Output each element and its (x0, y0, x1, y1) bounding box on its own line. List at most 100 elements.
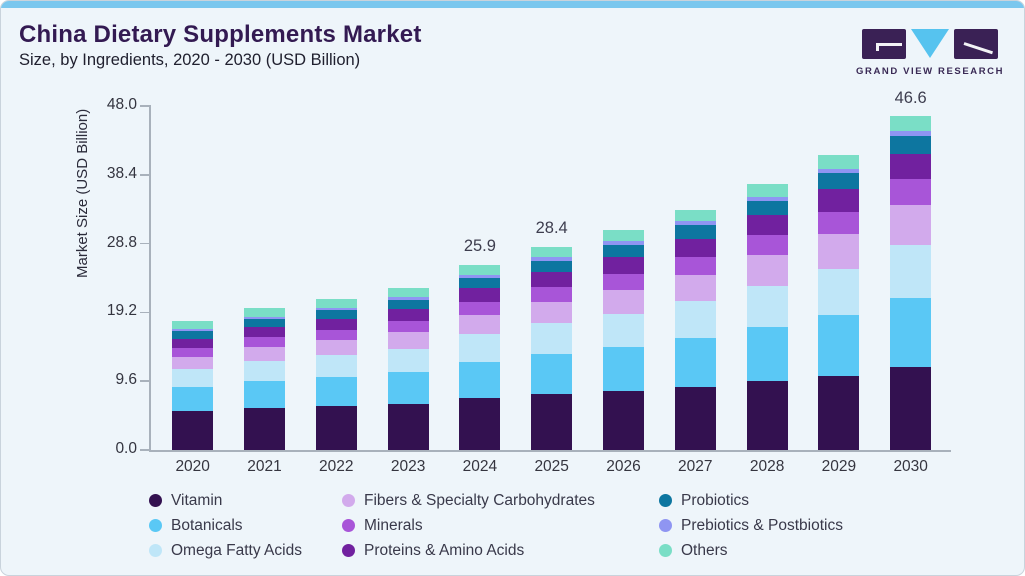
bar-segment-others (531, 246, 573, 258)
logo-g-block-icon (862, 29, 906, 59)
y-axis-tick (140, 380, 150, 382)
bar-segment-minerals (387, 321, 429, 333)
bar-segment-fibers-specialty-carbohydrates (818, 234, 860, 269)
bar-segment-fibers-specialty-carbohydrates (746, 255, 788, 286)
y-axis-tick (140, 449, 150, 451)
bar-total-label-2025: 28.4 (535, 219, 568, 238)
y-axis-title: Market Size (USD Billion) (74, 108, 91, 278)
page-title: China Dietary Supplements Market (19, 21, 422, 48)
bar-segment-probiotics (531, 260, 573, 273)
legend-item-probiotics: Probiotics (659, 488, 843, 513)
bar-segment-prebiotics-postbiotics (315, 307, 357, 311)
x-axis-label-2025: 2025 (534, 458, 569, 475)
legend-label: Omega Fatty Acids (171, 541, 302, 559)
bar-segment-others (603, 230, 644, 242)
bar-segment-others (315, 298, 357, 308)
stacked-bar-2030 (890, 116, 932, 450)
bar-segment-proteins-amino-acids (531, 272, 573, 287)
bar-segment-prebiotics-postbiotics (459, 274, 501, 278)
bar-segment-botanicals (890, 298, 932, 368)
bar-segment-probiotics (674, 225, 716, 239)
bar-segment-minerals (603, 273, 644, 290)
bar-segment-probiotics (818, 173, 860, 190)
x-axis-label-2029: 2029 (821, 458, 857, 475)
bar-segment-fibers-specialty-carbohydrates (459, 315, 501, 335)
bar-segment-proteins-amino-acids (459, 288, 501, 302)
legend-swatch-icon (342, 544, 355, 557)
bar-segment-omega-fatty-acids (531, 323, 573, 354)
grand-view-research-logo: GRAND VIEW RESEARCH (856, 29, 1004, 77)
x-axis-label-2026: 2026 (606, 458, 641, 475)
legend-item-omega-fatty-acids: Omega Fatty Acids (149, 538, 302, 563)
y-axis-tick-label: 48.0 (106, 96, 137, 113)
bar-segment-omega-fatty-acids (603, 313, 644, 348)
legend-swatch-icon (659, 519, 672, 532)
bar-segment-botanicals (674, 338, 716, 387)
bar-segment-omega-fatty-acids (315, 355, 357, 378)
x-axis-label-2028: 2028 (749, 458, 785, 475)
bar-segment-botanicals (746, 327, 788, 382)
bar-segment-proteins-amino-acids (244, 327, 285, 338)
bar-segment-botanicals (387, 372, 429, 404)
bar-segment-omega-fatty-acids (746, 285, 788, 328)
bar-segment-minerals (172, 347, 214, 357)
bar-segment-others (387, 288, 429, 298)
bar-segment-prebiotics-postbiotics (531, 257, 573, 261)
bar-segment-vitamin (531, 394, 573, 450)
x-axis-label-2021: 2021 (247, 458, 282, 475)
stacked-bar-2029 (818, 155, 860, 450)
bar-segment-probiotics (172, 331, 214, 339)
stacked-bar-2024 (459, 264, 501, 450)
bar-segment-botanicals (459, 361, 501, 399)
bar-segment-minerals (890, 179, 932, 206)
bar-segment-probiotics (603, 244, 644, 258)
legend-item-minerals: Minerals (342, 513, 595, 538)
legend-label: Prebiotics & Postbiotics (681, 516, 843, 534)
stacked-bar-2026 (603, 230, 644, 450)
bar-segment-probiotics (387, 299, 429, 310)
bar-segment-omega-fatty-acids (172, 368, 214, 387)
legend-item-proteins-amino-acids: Proteins & Amino Acids (342, 538, 595, 563)
bar-segment-fibers-specialty-carbohydrates (387, 332, 429, 349)
bar-segment-others (459, 264, 501, 275)
legend-swatch-icon (342, 494, 355, 507)
bar-segment-prebiotics-postbiotics (818, 168, 860, 174)
y-axis-tick-label: 28.8 (106, 233, 137, 251)
legend-item-prebiotics-postbiotics: Prebiotics & Postbiotics (659, 513, 843, 538)
logo-triangle-icon (911, 29, 949, 58)
bar-segment-fibers-specialty-carbohydrates (244, 347, 285, 361)
y-axis-tick (140, 242, 150, 245)
bar-segment-proteins-amino-acids (890, 153, 932, 180)
logo-r-block-icon (954, 29, 998, 59)
bar-segment-vitamin (315, 406, 357, 450)
bar-segment-vitamin (459, 398, 501, 450)
bar-segment-botanicals (531, 353, 573, 395)
y-axis-tick (140, 105, 150, 107)
bar-segment-prebiotics-postbiotics (746, 196, 788, 201)
bar-segment-omega-fatty-acids (244, 360, 285, 381)
legend-column: Fibers & Specialty Carbohydrates Minerals… (342, 488, 595, 563)
bar-total-label-2030: 46.6 (894, 89, 927, 108)
bar-segment-proteins-amino-acids (746, 215, 788, 236)
x-axis-label-2027: 2027 (678, 458, 713, 475)
legend-swatch-icon (659, 544, 672, 557)
bar-segment-vitamin (674, 386, 716, 450)
bar-segment-vitamin (890, 367, 932, 450)
bar-segment-fibers-specialty-carbohydrates (531, 301, 573, 324)
bar-segment-minerals (674, 256, 716, 275)
bar-segment-probiotics (244, 318, 285, 328)
x-axis-label-2030: 2030 (893, 458, 928, 475)
bar-segment-others (746, 183, 788, 197)
logo-text: GRAND VIEW RESEARCH (856, 66, 1005, 77)
legend-swatch-icon (149, 519, 162, 532)
legend-label: Botanicals (171, 516, 243, 534)
bar-segment-omega-fatty-acids (459, 334, 501, 362)
bar-segment-prebiotics-postbiotics (244, 316, 285, 319)
y-axis-line (149, 105, 151, 451)
top-accent-strip (1, 1, 1024, 8)
bar-segment-prebiotics-postbiotics (603, 241, 644, 245)
legend-label: Fibers & Specialty Carbohydrates (364, 491, 595, 509)
bar-segment-vitamin (387, 403, 429, 450)
x-axis-label-2020: 2020 (175, 458, 210, 475)
